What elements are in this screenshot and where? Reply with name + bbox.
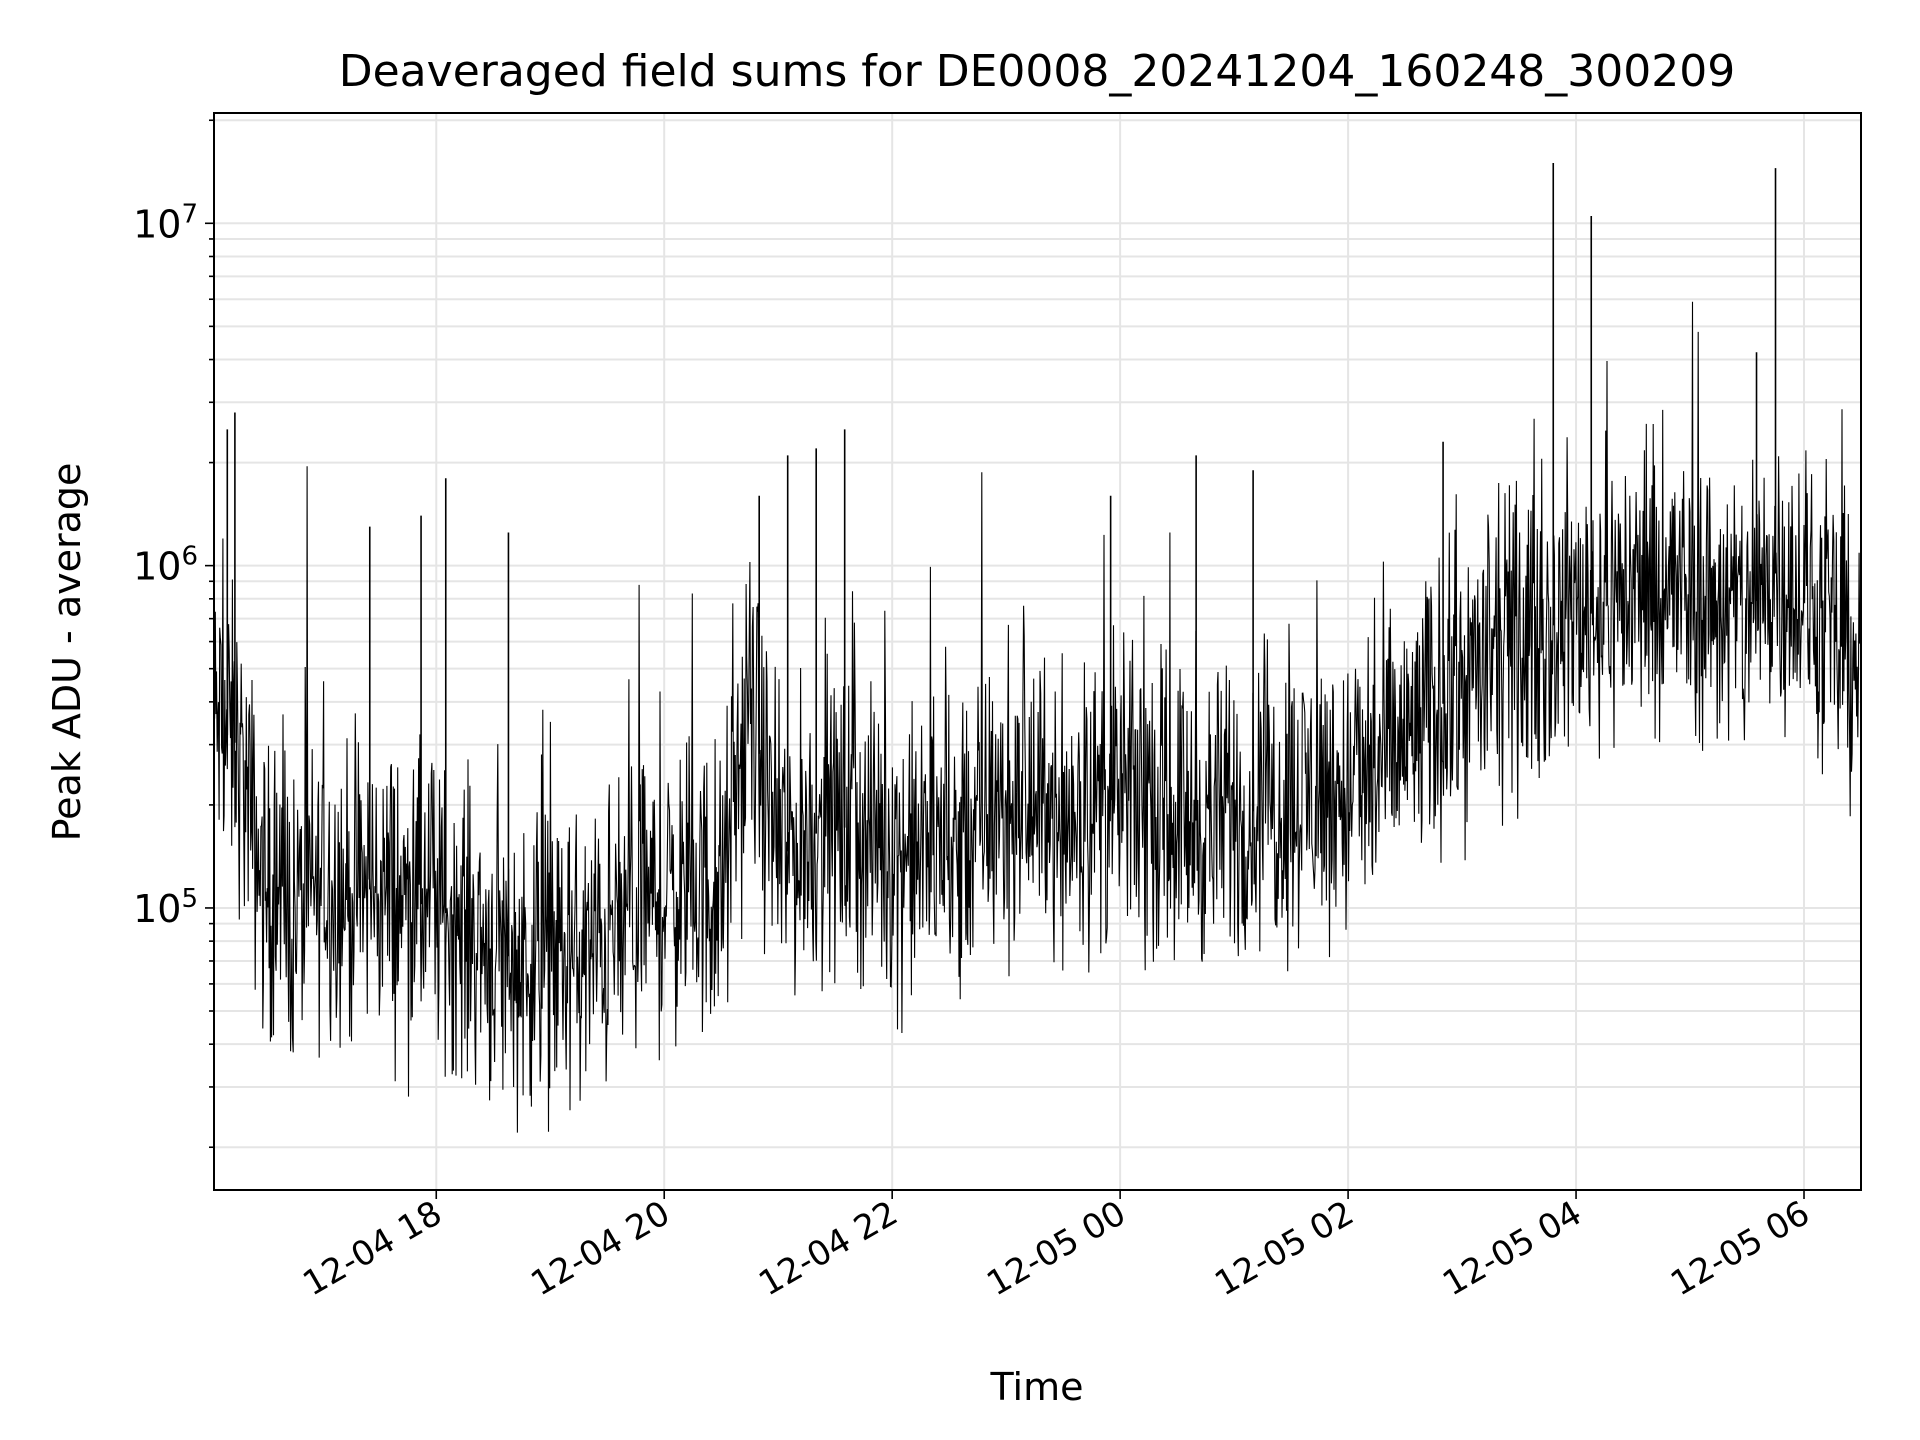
y-tick-label: 106 [133,542,198,589]
data-series [213,163,1862,1133]
series-line [213,301,1862,1133]
y-axis-label: Peak ADU - average [45,463,89,842]
plot-frame [213,112,1862,1191]
y-tick-label: 105 [133,884,198,931]
y-tick-label: 107 [133,199,198,246]
x-axis-label: Time [990,1365,1084,1409]
chart-title: Deaveraged field sums for DE0008_2024120… [339,46,1736,97]
